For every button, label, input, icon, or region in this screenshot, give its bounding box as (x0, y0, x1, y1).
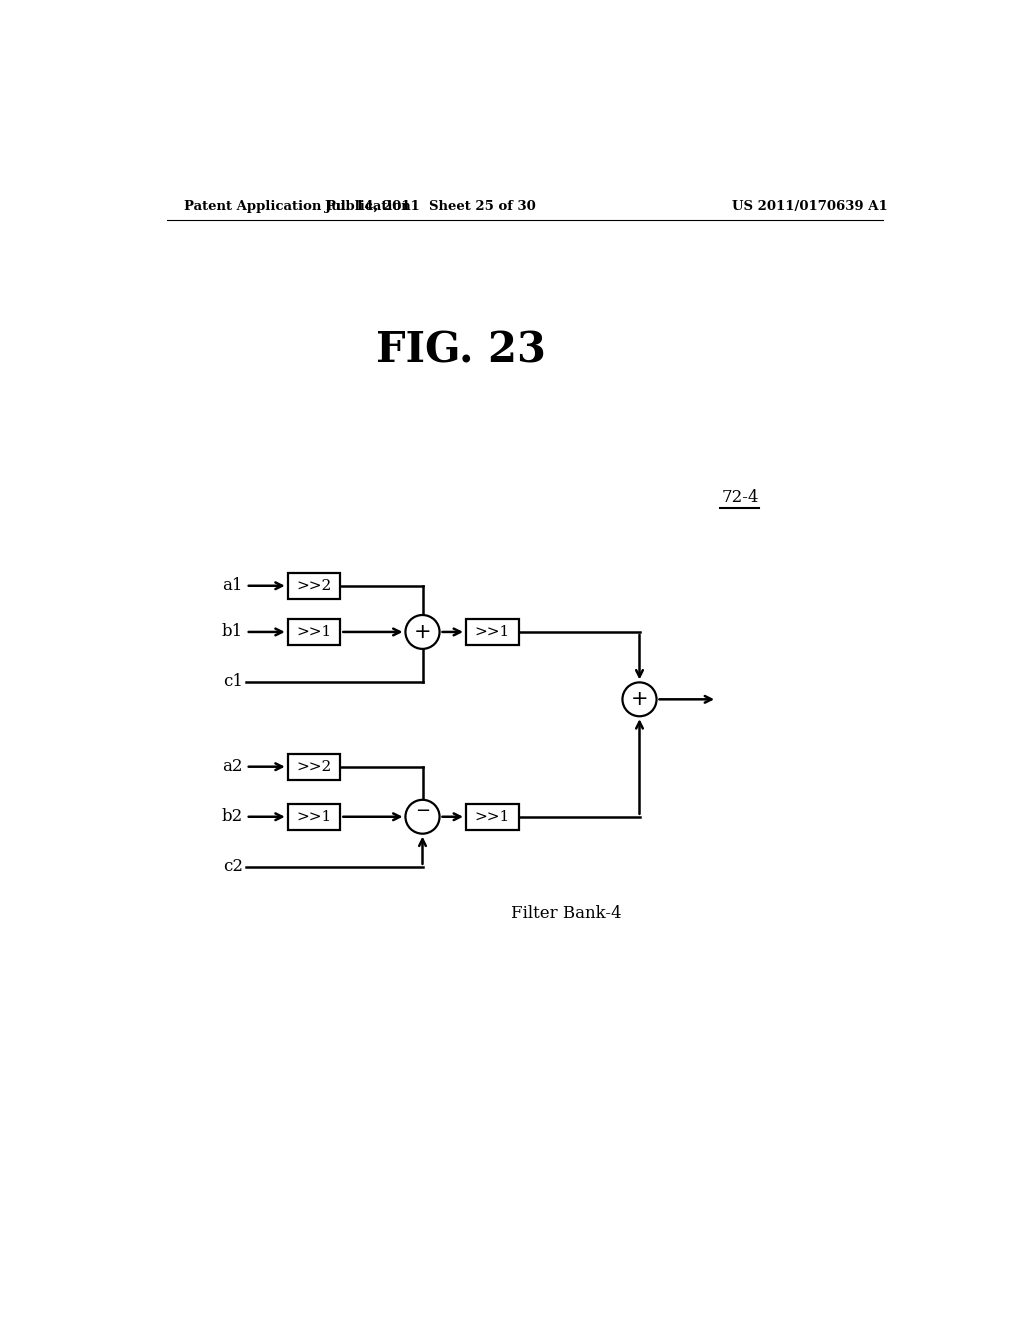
Text: 72-4: 72-4 (722, 488, 759, 506)
Text: −: − (415, 803, 430, 820)
Text: a2: a2 (222, 758, 243, 775)
Text: >>1: >>1 (296, 809, 332, 824)
Bar (288, 754, 340, 780)
Text: b1: b1 (221, 623, 243, 640)
Text: +: + (414, 622, 431, 642)
Text: b2: b2 (221, 808, 243, 825)
Text: >>1: >>1 (475, 809, 510, 824)
Circle shape (623, 682, 656, 717)
Circle shape (406, 800, 439, 834)
Bar (288, 804, 340, 830)
Bar (288, 619, 340, 645)
Text: Jul. 14, 2011  Sheet 25 of 30: Jul. 14, 2011 Sheet 25 of 30 (325, 199, 536, 213)
Bar (466, 619, 518, 645)
Text: >>2: >>2 (296, 578, 332, 593)
Text: >>1: >>1 (296, 624, 332, 639)
Bar (466, 804, 518, 830)
Text: +: + (631, 689, 648, 709)
Text: >>2: >>2 (296, 760, 332, 774)
Bar (288, 573, 340, 599)
Text: Patent Application Publication: Patent Application Publication (183, 199, 411, 213)
Text: c1: c1 (222, 673, 243, 690)
Text: a1: a1 (222, 577, 243, 594)
Text: Filter Bank-4: Filter Bank-4 (511, 904, 622, 921)
Text: >>1: >>1 (475, 624, 510, 639)
Text: c2: c2 (222, 858, 243, 875)
Text: FIG. 23: FIG. 23 (376, 330, 546, 372)
Circle shape (406, 615, 439, 649)
Text: US 2011/0170639 A1: US 2011/0170639 A1 (732, 199, 888, 213)
